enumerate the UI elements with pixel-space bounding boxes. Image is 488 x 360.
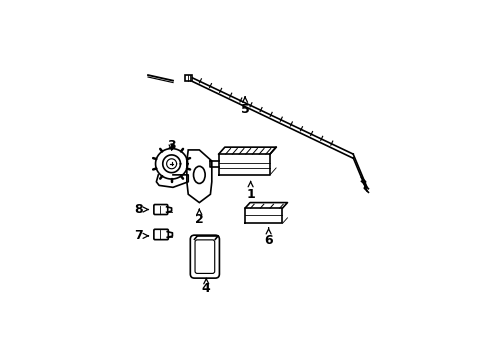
Text: 5: 5 — [240, 97, 249, 116]
Text: 1: 1 — [246, 182, 254, 201]
Text: 6: 6 — [264, 228, 272, 247]
Text: 2: 2 — [195, 210, 203, 226]
Text: 3: 3 — [167, 139, 176, 152]
Text: 4: 4 — [202, 279, 210, 295]
Text: 8: 8 — [134, 203, 148, 216]
Bar — [185, 75, 192, 81]
Text: 7: 7 — [134, 229, 148, 242]
